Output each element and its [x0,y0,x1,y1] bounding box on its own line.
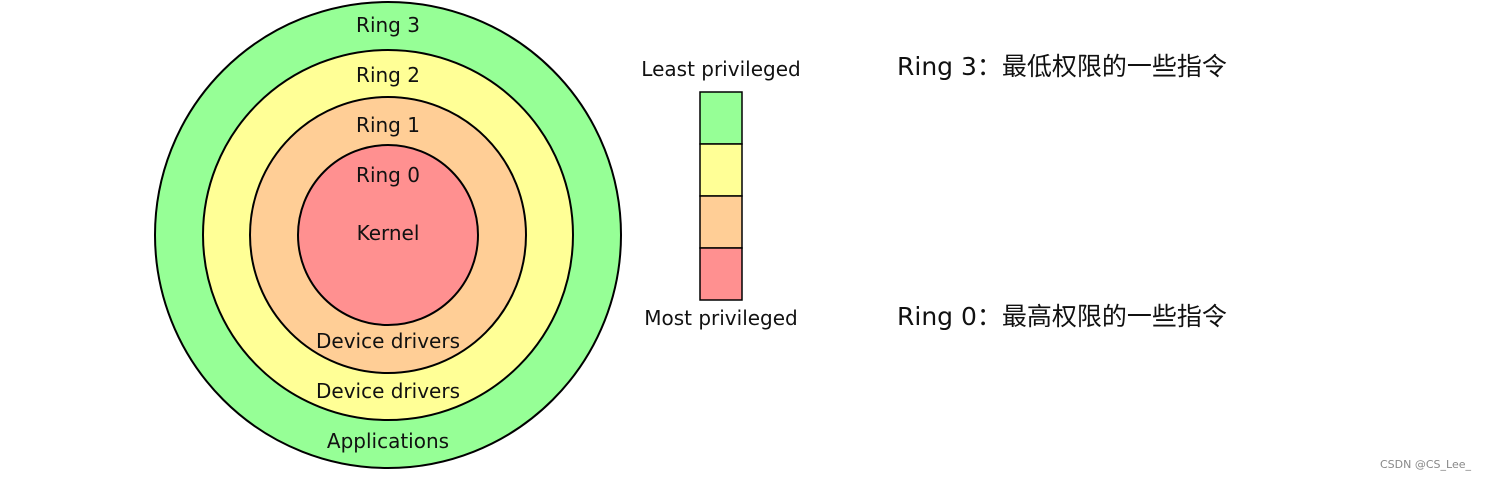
ring-3-role: Applications [327,429,449,453]
scale-level-ring-2 [699,143,743,197]
csdn-watermark: CSDN @CS_Lee_ [1380,458,1471,471]
scale-level-ring-3 [699,91,743,145]
ring-0-label: Ring 0 [356,163,420,187]
ring-3-description: Ring 3：最低权限的一些指令 [897,52,1227,82]
ring-3-description-separator: ： [976,52,1002,81]
ring-2-role: Device drivers [316,379,460,403]
ring-3-description-text: 最低权限的一些指令 [1001,52,1227,81]
ring-0-circle [297,144,479,326]
ring-3-description-title: Ring 3 [897,52,977,81]
ring-0-description: Ring 0：最高权限的一些指令 [897,302,1227,332]
ring-0-role: Kernel [357,221,420,245]
ring-1-role: Device drivers [316,329,460,353]
ring-2-label: Ring 2 [356,63,420,87]
ring-0-description-text: 最高权限的一些指令 [1001,302,1227,331]
scale-level-ring-1 [699,195,743,249]
ring-0-description-title: Ring 0 [897,302,977,331]
scale-level-ring-0 [699,247,743,301]
least-privileged-label: Least privileged [641,57,800,81]
most-privileged-label: Most privileged [644,306,798,330]
ring-0-description-separator: ： [976,302,1002,331]
ring-1-label: Ring 1 [356,113,420,137]
ring-3-label: Ring 3 [356,13,420,37]
